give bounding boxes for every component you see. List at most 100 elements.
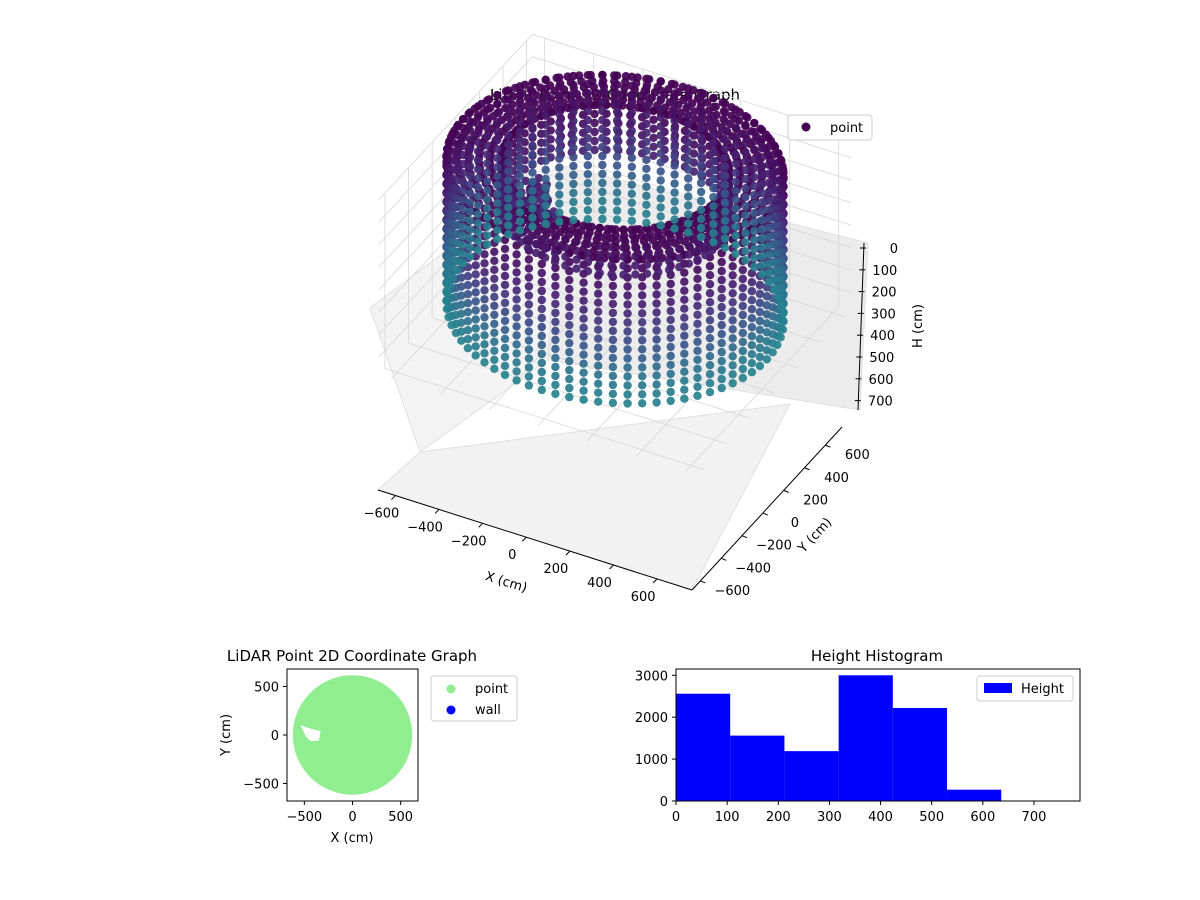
data-point: [524, 381, 534, 390]
data-point: [627, 171, 636, 180]
data-point: [680, 304, 689, 313]
data-point: [755, 343, 765, 353]
data-point: [490, 355, 499, 364]
data-point: [541, 210, 550, 219]
data-point: [524, 354, 534, 363]
data-point: [709, 129, 718, 139]
data-point: [741, 193, 750, 202]
data-point: [443, 288, 452, 298]
data-point: [555, 181, 564, 190]
data-point: [579, 278, 588, 287]
data-point: [471, 315, 480, 324]
data-point: [764, 214, 773, 223]
x-tick-label-hist: 300: [817, 810, 842, 825]
data-point: [638, 318, 647, 327]
data-point: [619, 261, 628, 270]
data-point: [720, 162, 730, 171]
data-point: [764, 205, 773, 214]
data-point: [652, 308, 661, 317]
data-point: [638, 309, 647, 318]
data-point: [458, 133, 468, 142]
data-point: [528, 114, 537, 123]
data-point: [465, 207, 475, 216]
data-point: [463, 281, 473, 290]
data-point: [569, 161, 578, 171]
data-point: [675, 244, 684, 254]
data-point: [490, 319, 499, 328]
data-point: [569, 98, 578, 108]
data-point: [528, 222, 537, 231]
data-point: [579, 323, 588, 332]
data-point: [583, 80, 592, 89]
data-point: [631, 270, 640, 279]
data-point: [583, 134, 592, 143]
data-point: [458, 232, 468, 241]
data-point: [594, 307, 603, 316]
data-point: [693, 391, 702, 400]
data-point: [709, 183, 718, 193]
data-point: [595, 268, 604, 278]
data-point: [504, 131, 513, 140]
data-point: [594, 325, 603, 334]
data-point: [493, 109, 502, 118]
data-point: [493, 100, 502, 109]
data-point: [598, 205, 607, 215]
data-point: [642, 155, 651, 164]
data-point: [465, 117, 475, 126]
data-point: [598, 214, 607, 224]
data-point: [590, 136, 599, 146]
data-point: [720, 225, 730, 234]
data-point: [598, 196, 607, 206]
data-point: [565, 374, 574, 384]
data-point: [731, 150, 740, 159]
data-point: [458, 223, 468, 232]
data-point: [595, 259, 604, 269]
data-point: [515, 190, 525, 199]
data-point: [738, 355, 747, 365]
data-point: [523, 234, 533, 243]
data-point: [709, 138, 718, 148]
data-point: [684, 250, 693, 259]
data-point: [720, 234, 730, 243]
x-tick-mark: [391, 495, 396, 500]
data-point: [473, 120, 483, 129]
data-point: [693, 337, 702, 346]
data-point: [741, 148, 750, 157]
data-point: [755, 289, 765, 299]
data-point: [480, 313, 489, 322]
data-point: [705, 343, 715, 352]
data-point: [755, 298, 765, 308]
h-ticks-3d: 0 100 200 300 400 500 600 700: [854, 242, 898, 410]
h-tick-label: 500: [869, 351, 894, 366]
data-point: [738, 292, 747, 302]
data-point: [463, 290, 473, 299]
data-point: [551, 371, 560, 381]
data-point: [569, 116, 578, 126]
data-point: [598, 178, 607, 188]
data-point: [652, 389, 661, 398]
data-point: [631, 234, 640, 243]
data-point: [623, 309, 632, 318]
data-point: [565, 392, 574, 402]
data-point: [607, 234, 616, 243]
data-point: [583, 249, 593, 258]
data-point: [656, 140, 665, 149]
data-point: [764, 241, 773, 250]
y-tick-label: 400: [824, 471, 849, 486]
histogram-bar: [676, 693, 731, 801]
data-point: [612, 134, 622, 143]
data-point: [684, 241, 693, 250]
data-point: [705, 388, 715, 397]
legend-3d: point: [787, 114, 873, 141]
data-point: [550, 239, 560, 249]
data-point: [480, 358, 489, 367]
data-point: [642, 218, 651, 227]
data-point: [608, 308, 618, 318]
data-point: [656, 104, 665, 113]
data-point: [642, 110, 651, 120]
data-point: [756, 124, 765, 133]
data-point: [594, 280, 603, 289]
data-point: [670, 89, 679, 98]
y-tick-label-hist: 3000: [635, 669, 668, 684]
data-point: [598, 106, 607, 116]
